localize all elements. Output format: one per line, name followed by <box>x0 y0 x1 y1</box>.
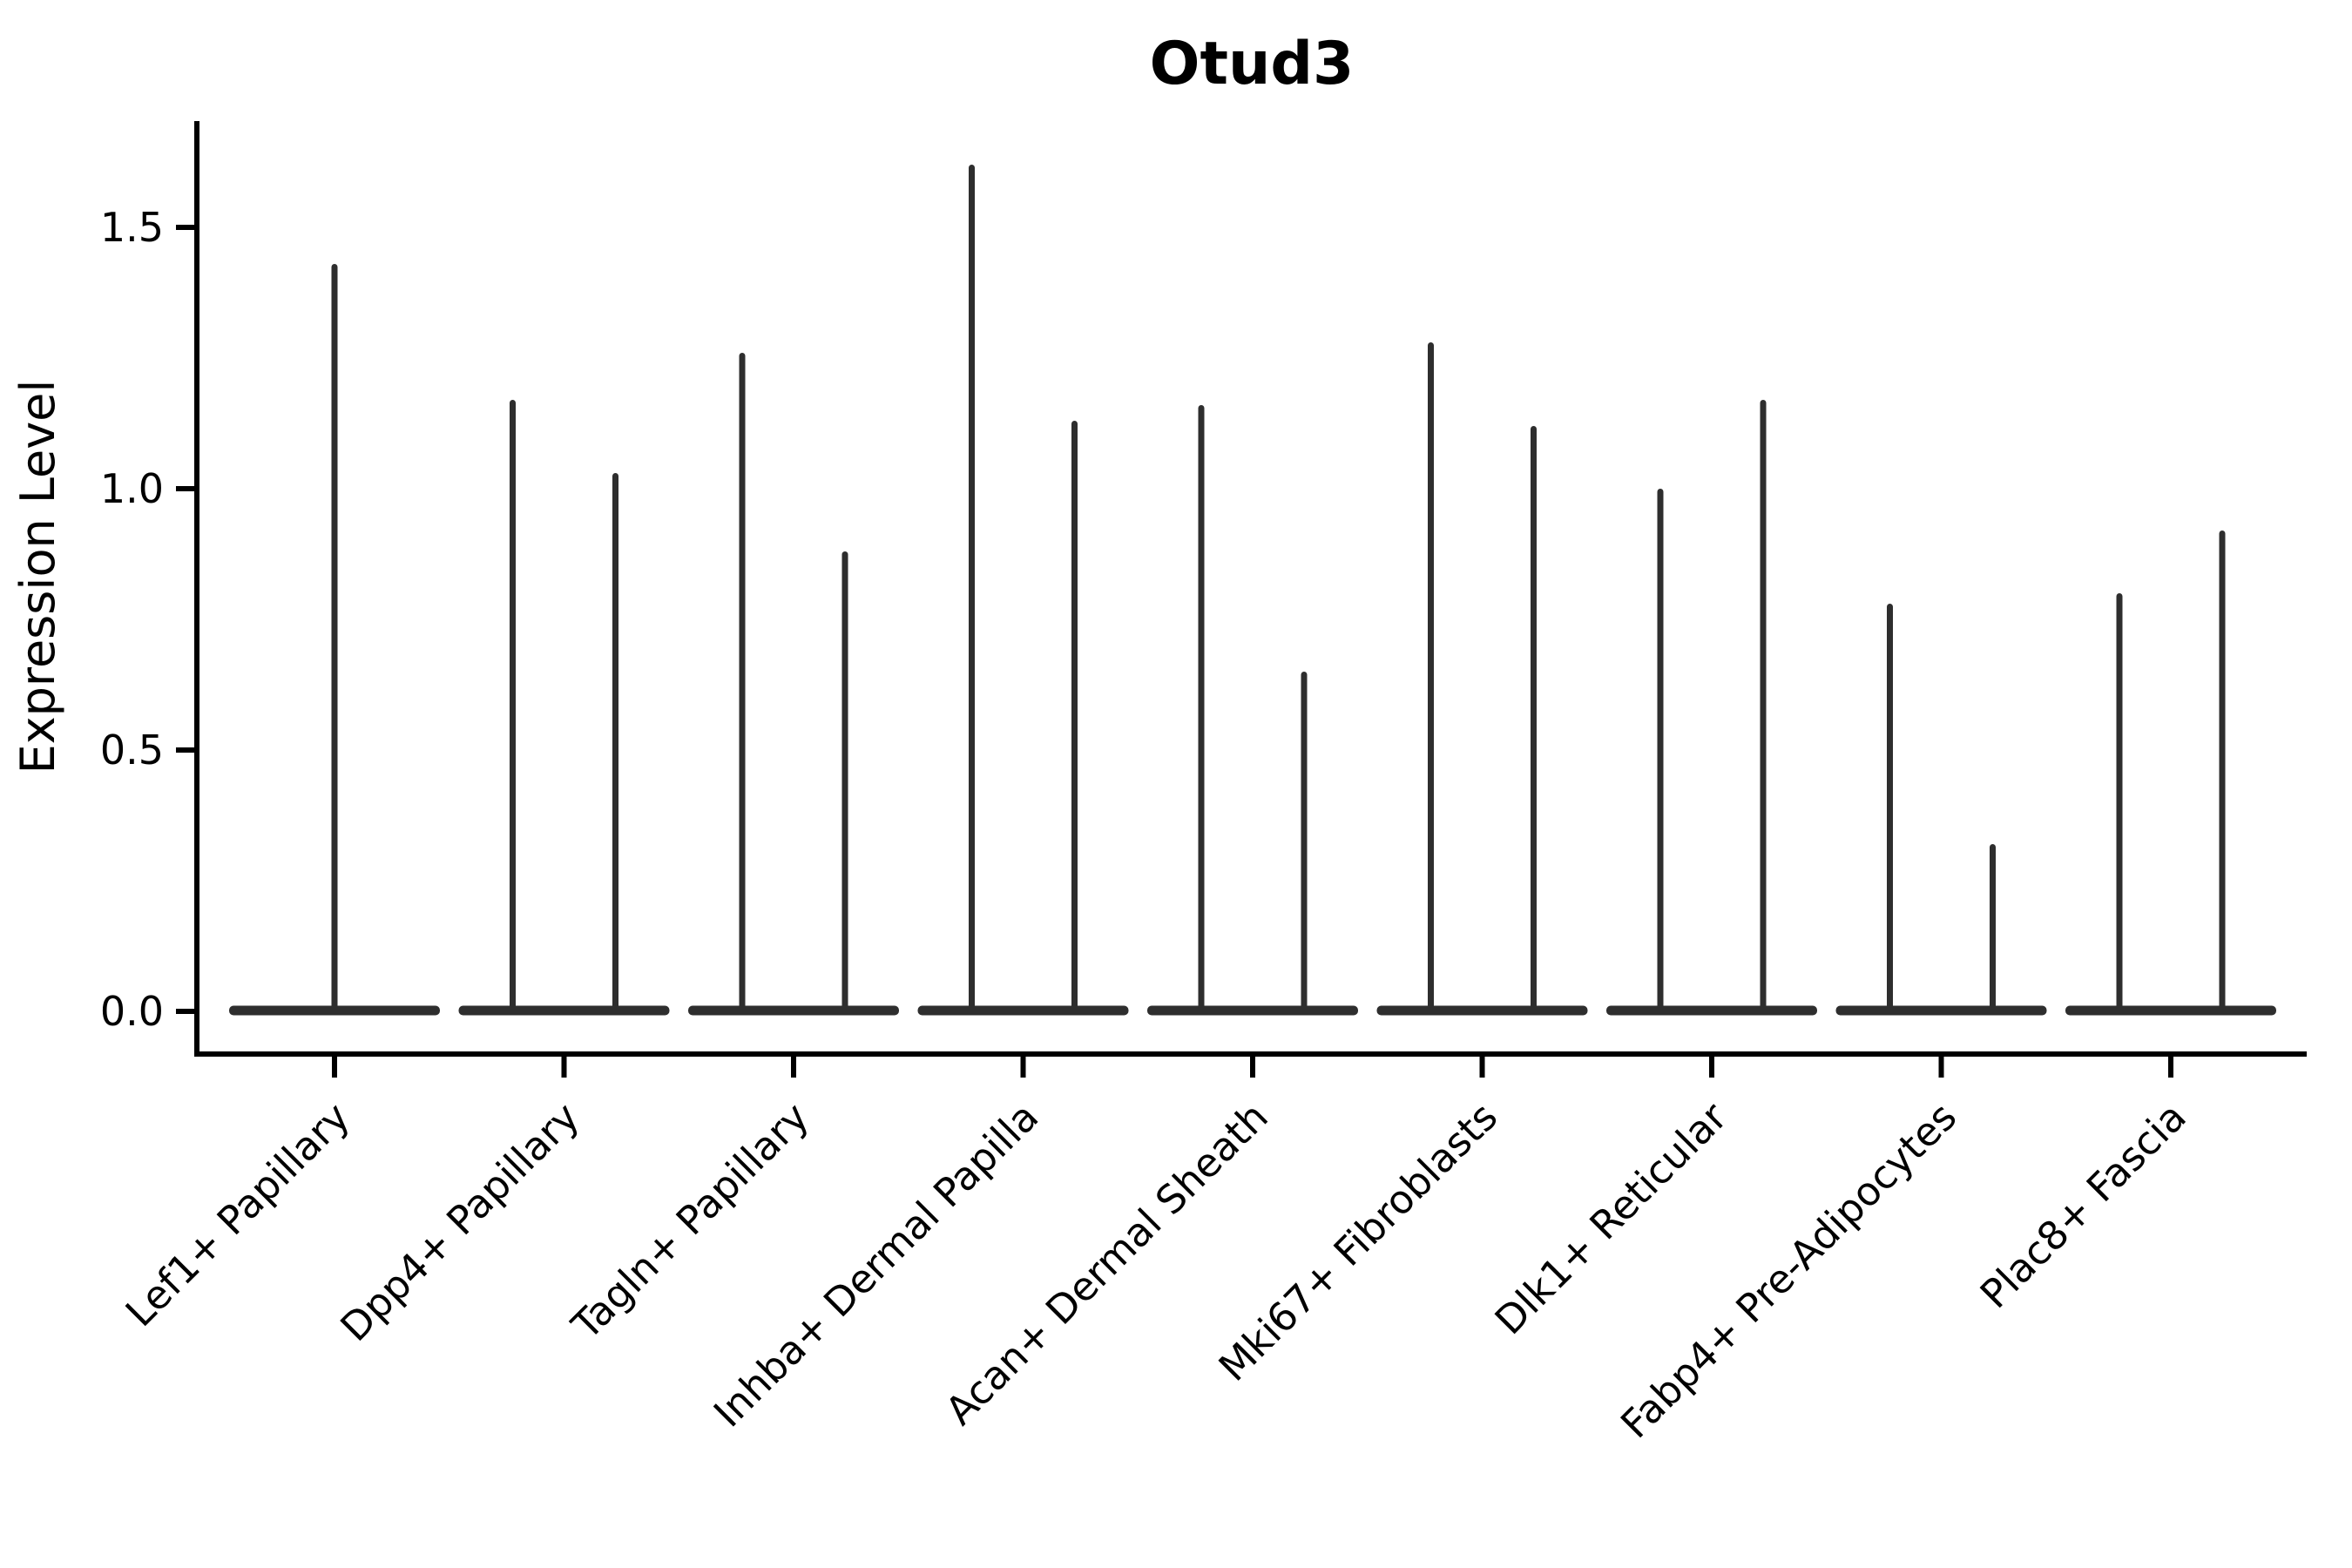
x-tick-mark <box>1479 1057 1485 1078</box>
x-tick-mark <box>1250 1057 1255 1078</box>
violin-base <box>688 1005 899 1016</box>
violin-spike <box>1071 421 1078 1013</box>
violin-2 <box>458 400 670 1016</box>
x-axis-spine <box>194 1051 2307 1057</box>
y-tick-mark <box>176 486 197 491</box>
y-axis-spine <box>194 121 199 1057</box>
violin-spike <box>1428 342 1434 1013</box>
violin-spike <box>841 551 848 1013</box>
x-tick-mark <box>1709 1057 1714 1078</box>
violin-spike <box>969 165 975 1013</box>
axes-layer <box>176 121 2307 1078</box>
x-tick-mark <box>1938 1057 1944 1078</box>
x-tick-mark <box>791 1057 796 1078</box>
violin-spike <box>1301 672 1308 1013</box>
chart-title: Otud3 <box>1150 30 1355 98</box>
y-tick-label: 1.0 <box>100 465 164 512</box>
violin-base <box>1835 1005 2047 1016</box>
y-tick-label: 0.5 <box>100 727 164 774</box>
x-tick-label: Dpp4+ Papillary <box>331 1093 588 1350</box>
violin-spike <box>331 264 338 1013</box>
violin-spike <box>612 473 618 1013</box>
violin-spike <box>1198 405 1205 1013</box>
x-tick-label: Lef1+ Papillary <box>117 1093 359 1335</box>
y-tick-label: 0.0 <box>100 988 164 1035</box>
violin-base <box>458 1005 670 1016</box>
violin-base <box>917 1005 1129 1016</box>
x-tick-label: Dlk1+ Reticular <box>1486 1093 1736 1343</box>
y-tick-mark <box>176 747 197 753</box>
violin-spike <box>1887 604 1893 1013</box>
violin-3 <box>688 353 899 1016</box>
x-tick-label: Plac8+ Fascia <box>1971 1093 2195 1317</box>
violin-base <box>1376 1005 1588 1016</box>
violins-layer <box>229 165 2276 1016</box>
x-tick-mark <box>561 1057 567 1078</box>
violin-spike <box>2219 531 2226 1013</box>
violin-1 <box>229 264 440 1016</box>
violin-spike <box>739 353 746 1013</box>
y-tick-label: 1.5 <box>100 204 164 251</box>
x-tick-mark <box>1020 1057 1026 1078</box>
violin-base <box>1147 1005 1358 1016</box>
violin-spike <box>510 400 516 1013</box>
violin-9 <box>2065 531 2276 1016</box>
violin-4 <box>917 165 1129 1016</box>
y-axis-label: Expression Level <box>10 380 65 774</box>
violin-spike <box>2116 593 2123 1013</box>
violin-spike <box>1760 400 1767 1013</box>
violin-base <box>2065 1005 2276 1016</box>
violin-spike <box>1657 489 1664 1013</box>
violin-7 <box>1606 400 1817 1016</box>
violin-base <box>1606 1005 1817 1016</box>
violin-8 <box>1835 604 2047 1016</box>
x-tick-label: Tagln+ Papillary <box>563 1093 818 1348</box>
violin-spike <box>1531 426 1537 1013</box>
violin-spike <box>1990 844 1996 1013</box>
x-tick-mark <box>2168 1057 2173 1078</box>
y-tick-mark <box>176 225 197 230</box>
x-tick-mark <box>332 1057 337 1078</box>
y-tick-mark <box>176 1009 197 1014</box>
violin-6 <box>1376 342 1588 1016</box>
violin-5 <box>1147 405 1358 1016</box>
